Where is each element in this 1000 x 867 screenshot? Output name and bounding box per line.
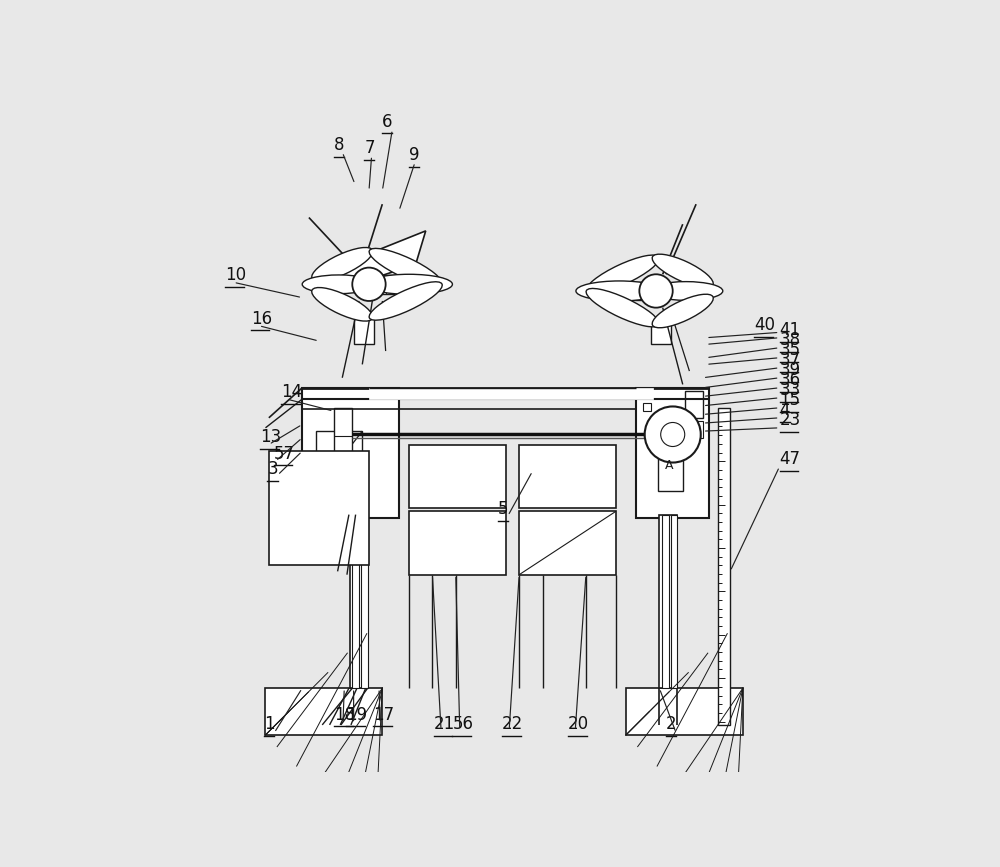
Text: 6: 6 bbox=[382, 113, 393, 131]
Text: 56: 56 bbox=[452, 715, 473, 733]
Bar bbox=[685, 421, 703, 438]
Ellipse shape bbox=[576, 281, 663, 301]
Bar bbox=[519, 445, 616, 508]
Polygon shape bbox=[342, 231, 426, 284]
Bar bbox=[626, 688, 743, 735]
Text: 18: 18 bbox=[334, 706, 355, 724]
Bar bbox=[409, 445, 506, 508]
Bar bbox=[316, 431, 362, 492]
Bar bbox=[382, 275, 419, 294]
Ellipse shape bbox=[586, 255, 659, 294]
Text: 40: 40 bbox=[754, 316, 775, 335]
Bar bbox=[662, 515, 669, 688]
Ellipse shape bbox=[369, 248, 442, 287]
Text: 14: 14 bbox=[281, 383, 302, 401]
Bar bbox=[685, 391, 703, 418]
Circle shape bbox=[639, 274, 673, 308]
Ellipse shape bbox=[302, 275, 376, 294]
Bar bbox=[352, 515, 359, 688]
Text: 36: 36 bbox=[780, 371, 801, 389]
Text: 33: 33 bbox=[780, 381, 801, 399]
Text: A: A bbox=[665, 460, 674, 473]
Bar bbox=[636, 388, 709, 518]
Text: 4: 4 bbox=[780, 401, 790, 419]
Bar bbox=[265, 688, 382, 735]
Bar bbox=[606, 282, 643, 300]
Text: 13: 13 bbox=[260, 427, 281, 446]
Text: 2: 2 bbox=[666, 715, 677, 733]
Text: 9: 9 bbox=[409, 147, 420, 164]
Text: 57: 57 bbox=[274, 445, 295, 462]
Text: 16: 16 bbox=[251, 310, 272, 328]
Text: 8: 8 bbox=[334, 136, 345, 154]
Bar bbox=[302, 388, 399, 518]
Bar bbox=[671, 515, 677, 688]
Ellipse shape bbox=[652, 254, 713, 288]
Bar bbox=[361, 515, 368, 688]
Text: 17: 17 bbox=[373, 706, 394, 724]
Text: 37: 37 bbox=[780, 351, 801, 369]
Text: 10: 10 bbox=[225, 266, 247, 284]
Circle shape bbox=[352, 268, 386, 301]
Text: 21: 21 bbox=[434, 715, 455, 733]
Ellipse shape bbox=[586, 289, 659, 327]
Bar bbox=[659, 515, 677, 688]
Text: 39: 39 bbox=[780, 361, 801, 379]
Ellipse shape bbox=[369, 282, 442, 320]
Bar bbox=[269, 451, 369, 564]
Text: 38: 38 bbox=[780, 331, 801, 349]
Bar bbox=[369, 388, 653, 399]
Text: 7: 7 bbox=[364, 140, 375, 158]
Circle shape bbox=[645, 407, 701, 462]
Text: 15: 15 bbox=[780, 391, 801, 409]
Ellipse shape bbox=[366, 274, 452, 294]
Bar bbox=[683, 431, 694, 438]
Text: 23: 23 bbox=[780, 411, 801, 429]
Text: 5: 5 bbox=[498, 500, 508, 518]
Bar bbox=[409, 512, 506, 575]
Text: 35: 35 bbox=[780, 341, 801, 359]
Bar bbox=[651, 317, 671, 344]
Bar bbox=[519, 512, 616, 575]
Text: 3: 3 bbox=[267, 460, 278, 478]
Text: 19: 19 bbox=[346, 706, 367, 724]
Bar bbox=[658, 411, 683, 492]
Bar bbox=[683, 425, 691, 430]
Text: 1: 1 bbox=[264, 715, 275, 733]
Text: 41: 41 bbox=[780, 321, 801, 339]
Ellipse shape bbox=[652, 294, 713, 328]
Bar bbox=[350, 515, 368, 688]
Ellipse shape bbox=[312, 247, 373, 281]
Ellipse shape bbox=[649, 282, 723, 300]
Ellipse shape bbox=[312, 288, 373, 321]
Text: 20: 20 bbox=[568, 715, 589, 733]
Bar bbox=[334, 407, 352, 465]
Bar bbox=[718, 407, 730, 725]
Bar bbox=[354, 317, 374, 344]
Text: 22: 22 bbox=[502, 715, 523, 733]
Bar bbox=[643, 403, 651, 411]
Text: 47: 47 bbox=[780, 450, 801, 468]
